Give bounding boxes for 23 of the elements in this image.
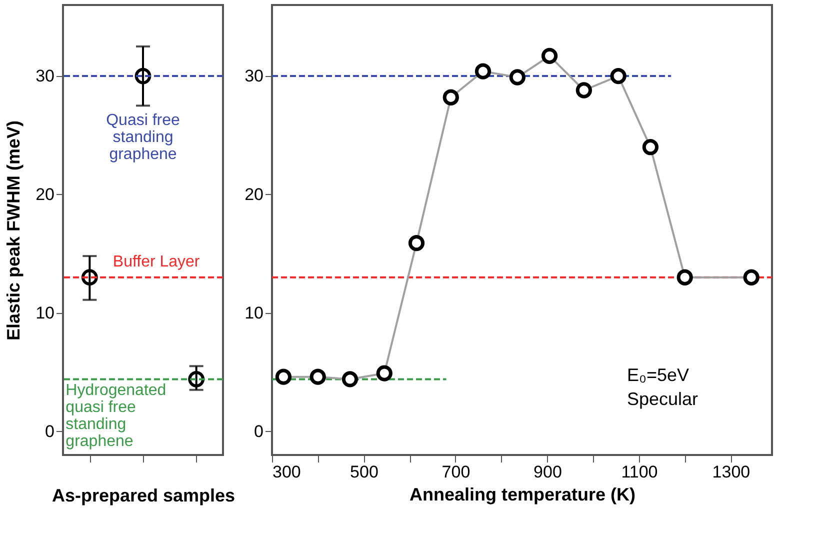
- annotation: E₀=5eV: [627, 365, 690, 385]
- y-tick-label: 30: [244, 66, 264, 86]
- x-tick-label: 1100: [621, 462, 658, 482]
- y-tick-label: 10: [36, 303, 54, 322]
- y-tick-label: 20: [244, 184, 264, 204]
- x-axis-title: As-prepared samples: [52, 486, 236, 506]
- y-tick-label: 0: [45, 422, 54, 441]
- x-tick-label: 300: [272, 462, 301, 482]
- x-tick-label: 900: [534, 462, 562, 482]
- x-axis-title: Annealing temperature (K): [409, 484, 636, 504]
- y-axis-title: Elastic peak FWHM (meV): [4, 120, 24, 341]
- ref-line-label: Buffer Layer: [112, 253, 200, 270]
- point: [188, 371, 205, 388]
- y-tick-label: 0: [254, 422, 264, 441]
- x-tick-label: 1300: [712, 462, 750, 482]
- y-tick-label: 10: [244, 303, 264, 322]
- ref-line-label: Quasi free standing graphene: [106, 112, 180, 164]
- annotation: Specular: [627, 389, 698, 409]
- ref-line-label: Hydrogenated quasi free standing graphene: [66, 382, 166, 450]
- x-tick-label: 700: [442, 462, 470, 482]
- x-tick-label: 500: [350, 462, 378, 482]
- y-tick-label: 20: [36, 184, 54, 204]
- y-tick-label: 30: [36, 66, 54, 86]
